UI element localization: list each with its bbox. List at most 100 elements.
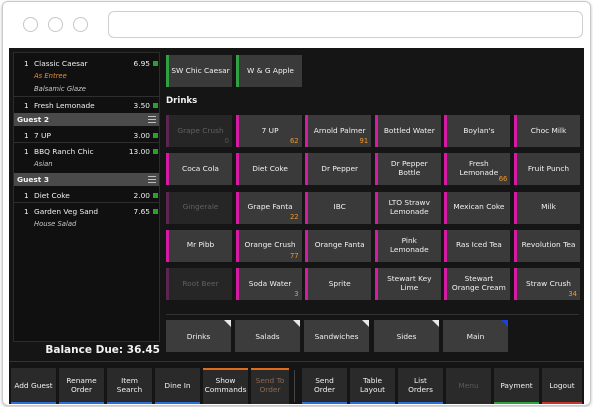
drink-item-label: Soda Water	[248, 278, 292, 288]
stock-count: 34	[568, 290, 577, 299]
category-divider	[166, 314, 579, 315]
balance-due: Balance Due: 36.45	[45, 344, 160, 356]
drink-item-button[interactable]: Soda Water 3	[235, 268, 302, 301]
drink-item-button[interactable]: Diet Coke	[235, 153, 302, 186]
drink-item-label: Dr Pepper	[321, 163, 359, 173]
drink-item-button[interactable]: Dr Pepper Bottle	[374, 153, 441, 186]
stock-count: 62	[289, 136, 299, 145]
drink-item-button[interactable]: Grape Crush 0	[166, 115, 232, 147]
drink-item-label: Straw Crush	[526, 278, 571, 288]
category-tab-sides[interactable]: Sides	[374, 320, 439, 352]
hamburger-menu-icon[interactable]	[148, 176, 156, 183]
dine-in-button[interactable]: Dine In	[155, 368, 200, 404]
item-price: 7.65	[133, 207, 150, 216]
drink-item-button[interactable]: Orange Fanta	[305, 229, 372, 262]
drink-item-button[interactable]: Grape Fanta 22	[235, 191, 302, 224]
show-commands-button[interactable]: Show Commands	[203, 368, 248, 404]
drink-item-button[interactable]: Dr Pepper	[305, 153, 372, 186]
guest-header[interactable]: Guest 2	[14, 113, 159, 126]
item-search-button[interactable]: Item Search	[107, 368, 152, 404]
sent-status-icon	[153, 149, 158, 154]
guest-label: Guest 2	[17, 115, 49, 124]
category-label: Salads	[255, 331, 280, 341]
row-divider	[14, 202, 159, 203]
drink-item-button[interactable]: Revolution Tea	[514, 229, 580, 262]
category-label: Drinks	[186, 331, 211, 341]
maximize-window-dot[interactable]	[73, 17, 88, 32]
item-modifier: House Salad	[34, 220, 77, 228]
drink-item-label: Grape Crush	[177, 125, 224, 135]
drink-item-button[interactable]: Arnold Palmer 91	[305, 115, 372, 147]
category-label: Sides	[396, 331, 417, 341]
item-qty: 1	[24, 131, 29, 140]
drink-item-button[interactable]: Fresh Lemonade 66	[444, 153, 511, 186]
payment-button[interactable]: Payment	[494, 368, 539, 404]
drink-item-button[interactable]: Mexican Coke	[444, 191, 511, 224]
drink-item-label: Pink Lemonade	[389, 236, 429, 254]
drink-item-button[interactable]: Boylan's	[444, 115, 511, 147]
drink-item-button[interactable]: Milk	[514, 191, 580, 224]
send-to-order-button[interactable]: Send To Order	[251, 368, 289, 404]
drink-item-button[interactable]: Bottled Water	[374, 115, 441, 147]
drink-item-button[interactable]: Ras Iced Tea	[444, 229, 511, 262]
item-modifier: Balsamic Glaze	[34, 85, 86, 93]
address-bar[interactable]	[108, 11, 583, 38]
add-guest-button[interactable]: Add Guest	[11, 368, 56, 404]
menu-item-label: SW Chic Caesar	[171, 65, 230, 75]
drink-item-button[interactable]: 7 UP 62	[235, 115, 302, 147]
menu-item-button[interactable]: W & G Apple	[236, 55, 302, 87]
item-qty: 1	[24, 101, 29, 110]
item-modifier: As Entree	[34, 72, 67, 80]
drink-item-button[interactable]: Straw Crush 34	[514, 268, 580, 301]
menu-item-button[interactable]: SW Chic Caesar	[166, 55, 232, 87]
drink-item-button[interactable]: Choc Milk	[514, 115, 580, 147]
drink-item-button[interactable]: Stewart Orange Cream	[444, 268, 511, 301]
drink-item-label: Root Beer	[182, 278, 219, 288]
stock-count: 0	[224, 136, 229, 145]
minimize-window-dot[interactable]	[48, 17, 63, 32]
drink-item-button[interactable]: Stewart Key Lime	[374, 268, 441, 301]
close-window-dot[interactable]	[23, 17, 38, 32]
menu-button[interactable]: Menu	[446, 368, 491, 404]
drink-item-button[interactable]: Coca Cola	[166, 153, 232, 186]
guest-label: Guest 3	[17, 175, 49, 184]
rename-order-button[interactable]: Rename Order	[59, 368, 104, 404]
item-name: Garden Veg Sand	[34, 207, 99, 216]
drink-item-button[interactable]: LTO Strawv Lemonade	[374, 191, 441, 224]
corner-marker-icon	[432, 320, 439, 327]
hamburger-menu-icon[interactable]	[148, 116, 156, 123]
table-layout-button[interactable]: Table Layout	[350, 368, 395, 404]
item-name: Classic Caesar	[34, 59, 88, 68]
item-price: 3.50	[133, 101, 150, 110]
bottom-toolbar: Add Guest Rename Order Item Search Dine …	[9, 361, 584, 404]
drink-item-button[interactable]: Fruit Punch	[514, 153, 580, 186]
category-tab-salads[interactable]: Salads	[235, 320, 300, 352]
drink-item-label: Fresh Lemonade	[459, 159, 499, 178]
category-tab-drinks[interactable]: Drinks	[166, 320, 231, 352]
drink-item-button[interactable]: Gingerale	[166, 191, 232, 224]
section-title: Drinks	[166, 96, 198, 106]
stock-count: 77	[289, 251, 299, 260]
item-qty: 1	[24, 191, 29, 200]
list-orders-button[interactable]: List Orders	[398, 368, 443, 404]
drink-item-label: Choc Milk	[530, 125, 567, 135]
drink-item-label: Arnold Palmer	[313, 125, 366, 135]
drink-item-button[interactable]: Root Beer	[166, 268, 232, 301]
corner-marker-icon	[362, 320, 369, 327]
send-order-button[interactable]: Send Order	[302, 368, 347, 404]
drink-item-label: Diet Coke	[252, 163, 288, 173]
drink-item-button[interactable]: Orange Crush 77	[235, 229, 302, 262]
sent-status-icon	[153, 61, 158, 66]
drink-item-button[interactable]: Sprite	[305, 268, 372, 301]
guest-header[interactable]: Guest 3	[14, 173, 159, 186]
category-tab-sandwiches[interactable]: Sandwiches	[304, 320, 369, 352]
toolbar-divider	[294, 370, 295, 402]
drink-item-button[interactable]: Mr Pibb	[166, 229, 232, 262]
logout-button[interactable]: Logout	[542, 368, 582, 404]
category-tab-main[interactable]: Main	[443, 320, 508, 352]
drink-item-button[interactable]: IBC	[305, 191, 372, 224]
item-qty: 1	[24, 147, 29, 156]
drink-item-label: IBC	[333, 202, 346, 212]
drink-item-button[interactable]: Pink Lemonade	[374, 229, 441, 262]
